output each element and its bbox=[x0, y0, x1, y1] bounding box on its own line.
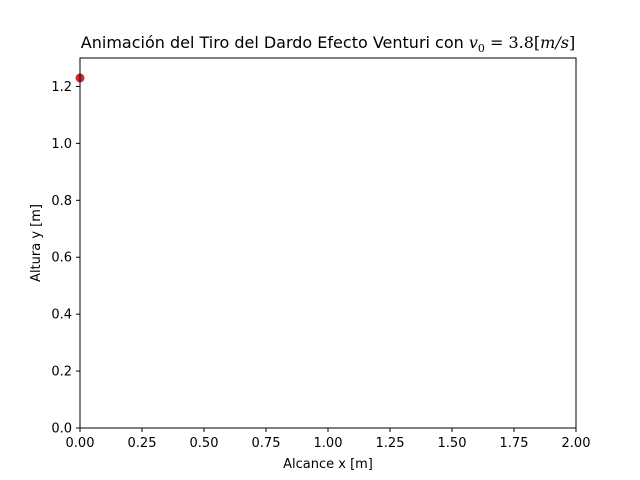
x-tick-label: 0.75 bbox=[252, 436, 281, 451]
x-tick-label: 0.50 bbox=[190, 436, 219, 451]
y-tick-label: 0.6 bbox=[51, 251, 72, 266]
chart-title: Animación del Tiro del Dardo Efecto Vent… bbox=[81, 33, 575, 55]
y-axis-label: Altura y [m] bbox=[29, 204, 44, 282]
x-tick-label: 0.25 bbox=[128, 436, 157, 451]
x-axis-ticks: 0.00 0.25 0.50 0.75 1.00 1.25 1.50 1.75 2.00 bbox=[66, 428, 591, 451]
x-tick-label: 1.25 bbox=[376, 436, 405, 451]
x-tick-label: 2.00 bbox=[562, 436, 591, 451]
x-tick-label: 1.50 bbox=[438, 436, 467, 451]
y-tick-label: 1.0 bbox=[51, 137, 72, 152]
y-tick-label: 0.8 bbox=[51, 194, 72, 209]
x-tick-label: 0.00 bbox=[66, 436, 95, 451]
y-axis-ticks: 0.0 0.2 0.4 0.6 0.8 1.0 1.2 bbox=[51, 80, 80, 437]
x-tick-label: 1.00 bbox=[314, 436, 343, 451]
y-tick-label: 0.2 bbox=[51, 365, 72, 380]
y-tick-label: 1.2 bbox=[51, 80, 72, 95]
axes-frame bbox=[79, 57, 577, 429]
x-tick-label: 1.75 bbox=[500, 436, 529, 451]
y-tick-label: 0.4 bbox=[51, 308, 72, 323]
x-axis-label: Alcance x [m] bbox=[283, 457, 373, 472]
y-tick-label: 0.0 bbox=[51, 422, 72, 437]
